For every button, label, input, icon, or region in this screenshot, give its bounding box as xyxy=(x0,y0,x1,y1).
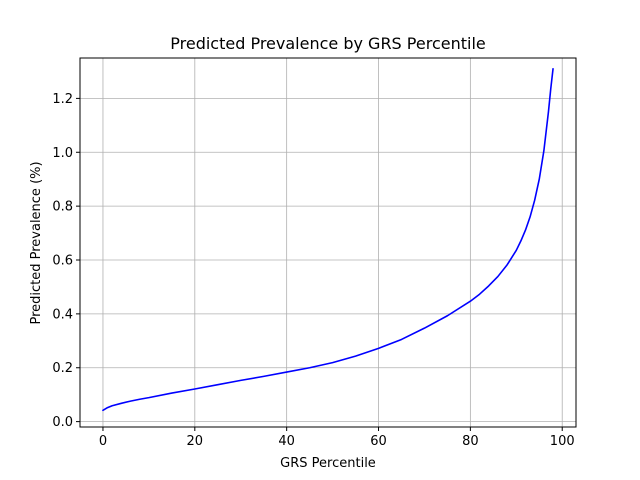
x-tick-label: 80 xyxy=(462,434,479,449)
y-axis-label: Predicted Prevalence (%) xyxy=(29,161,44,324)
y-tick-label: 1.0 xyxy=(52,146,73,161)
grid-lines xyxy=(80,58,576,427)
x-tick-label: 40 xyxy=(278,434,295,449)
y-tick-label: 0.8 xyxy=(52,200,73,215)
x-tick-label: 100 xyxy=(550,434,575,449)
y-tick-label: 1.2 xyxy=(52,92,73,107)
x-tick-label: 60 xyxy=(370,434,387,449)
x-tick-label: 20 xyxy=(187,434,204,449)
chart-title: Predicted Prevalence by GRS Percentile xyxy=(170,34,485,53)
series-line-0 xyxy=(102,67,554,412)
plot-area-frame xyxy=(79,57,577,428)
y-tick-label: 0.0 xyxy=(52,415,73,430)
x-axis-label: GRS Percentile xyxy=(280,456,376,471)
x-axis-ticks: 0 20 40 60 80 100 xyxy=(99,427,575,449)
series-layer xyxy=(102,67,554,412)
y-tick-label: 0.2 xyxy=(52,361,73,376)
x-tick-label: 0 xyxy=(99,434,107,449)
y-axis-ticks: 0.0 0.2 0.4 0.6 0.8 1.0 1.2 xyxy=(52,92,80,430)
y-tick-label: 0.6 xyxy=(52,254,73,269)
y-tick-label: 0.4 xyxy=(52,307,73,322)
